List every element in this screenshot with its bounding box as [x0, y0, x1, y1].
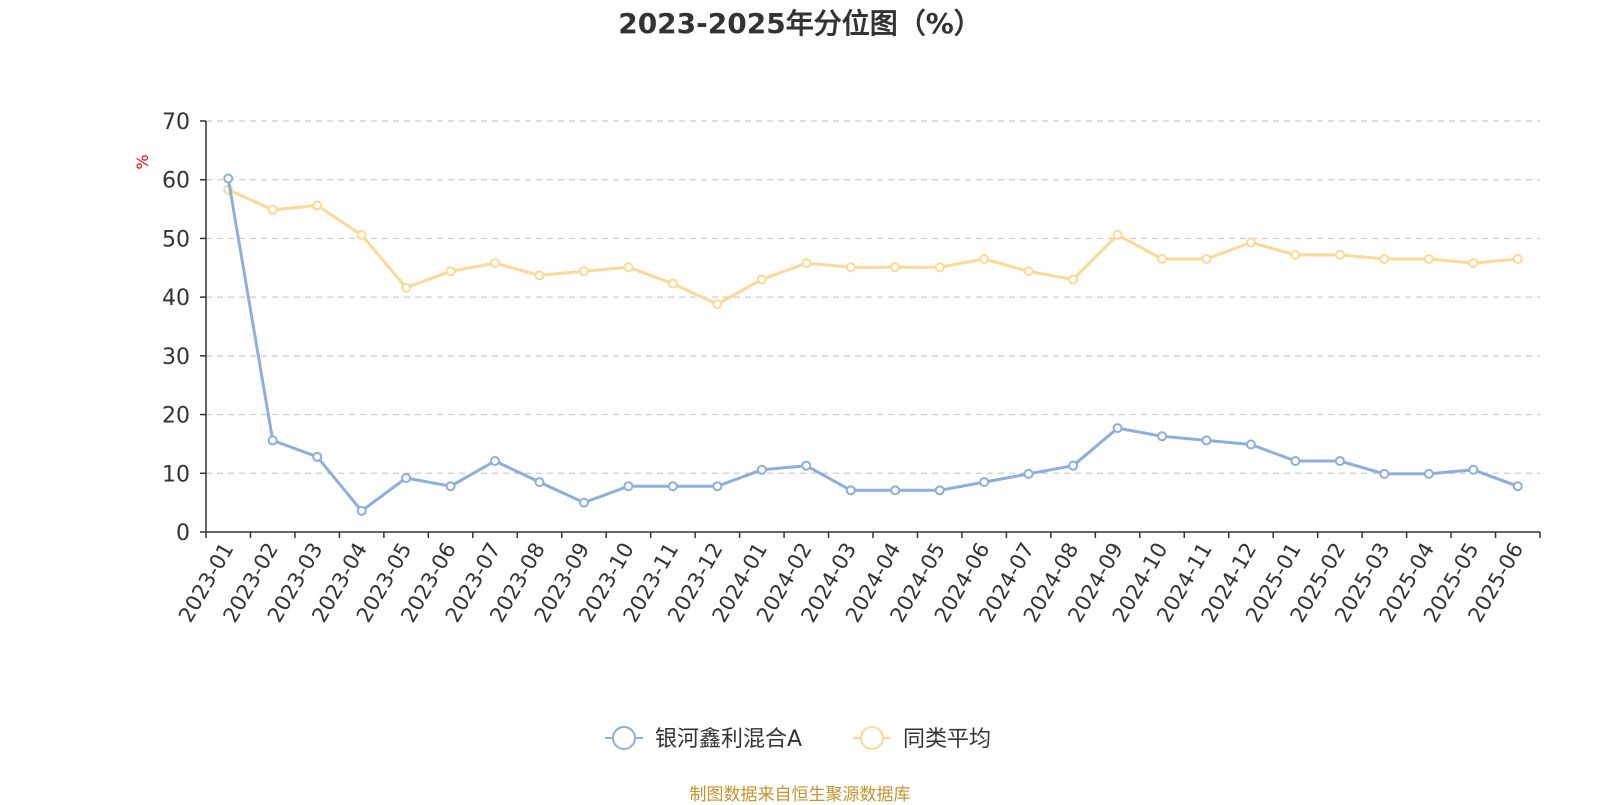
data-point: [1423, 253, 1434, 264]
data-point: [1157, 431, 1168, 442]
data-point: [445, 266, 456, 277]
data-point: [401, 282, 412, 293]
y-tick-label: 70: [162, 110, 190, 135]
data-point: [623, 481, 634, 492]
data-point: [1290, 249, 1301, 260]
data-point: [1379, 468, 1390, 479]
data-point: [1068, 460, 1079, 471]
chart-title: 2023-2025年分位图（%）: [618, 7, 982, 40]
data-point: [356, 505, 367, 516]
data-point: [756, 464, 767, 475]
y-axis-label: %: [133, 154, 152, 169]
data-point: [667, 278, 678, 289]
data-point: [1512, 253, 1523, 264]
data-point: [1201, 435, 1212, 446]
source-note: 制图数据来自恒生聚源数据库: [689, 785, 911, 805]
data-point: [934, 262, 945, 273]
data-point: [578, 266, 589, 277]
data-point: [1112, 423, 1123, 434]
data-point: [801, 258, 812, 269]
y-tick-label: 20: [162, 404, 190, 429]
data-point: [1334, 249, 1345, 260]
data-point: [267, 204, 278, 215]
y-tick-label: 0: [176, 521, 190, 546]
data-point: [1023, 468, 1034, 479]
y-tick-label: 10: [162, 462, 190, 487]
data-point: [1512, 481, 1523, 492]
data-point: [490, 258, 501, 269]
data-point: [845, 485, 856, 496]
legend-marker: [612, 726, 636, 750]
data-point: [934, 485, 945, 496]
data-point: [490, 455, 501, 466]
data-point: [979, 477, 990, 488]
data-point: [534, 270, 545, 281]
data-point: [312, 200, 323, 211]
y-tick-label: 40: [162, 286, 190, 311]
data-point: [1468, 464, 1479, 475]
data-point: [756, 274, 767, 285]
data-point: [801, 460, 812, 471]
data-point: [1334, 455, 1345, 466]
data-point: [578, 497, 589, 508]
data-point: [1379, 253, 1390, 264]
data-point: [979, 253, 990, 264]
series-line-1: [226, 178, 1519, 513]
data-point: [1023, 266, 1034, 277]
data-point: [623, 262, 634, 273]
legend-label: 银河鑫利混合A: [655, 727, 802, 752]
y-tick-label: 60: [162, 169, 190, 194]
data-point: [1423, 468, 1434, 479]
data-point: [1245, 439, 1256, 450]
y-tick-label: 50: [162, 227, 190, 252]
data-point: [712, 299, 723, 310]
data-point: [356, 229, 367, 240]
data-point: [223, 173, 234, 184]
data-point: [312, 451, 323, 462]
data-point: [401, 472, 412, 483]
data-point: [890, 485, 901, 496]
series-line-2: [227, 188, 1518, 306]
legend-marker: [860, 726, 884, 750]
data-point: [712, 481, 723, 492]
data-point: [1245, 237, 1256, 248]
data-point: [845, 262, 856, 273]
data-point: [1157, 253, 1168, 264]
data-point: [445, 481, 456, 492]
data-point: [667, 481, 678, 492]
data-point: [1068, 274, 1079, 285]
data-point: [267, 435, 278, 446]
y-tick-label: 30: [162, 345, 190, 370]
data-point: [1201, 253, 1212, 264]
data-point: [1112, 229, 1123, 240]
data-point: [1290, 455, 1301, 466]
data-point: [890, 262, 901, 273]
data-point: [534, 477, 545, 488]
data-point: [1468, 258, 1479, 269]
legend-label: 同类平均: [903, 727, 991, 752]
